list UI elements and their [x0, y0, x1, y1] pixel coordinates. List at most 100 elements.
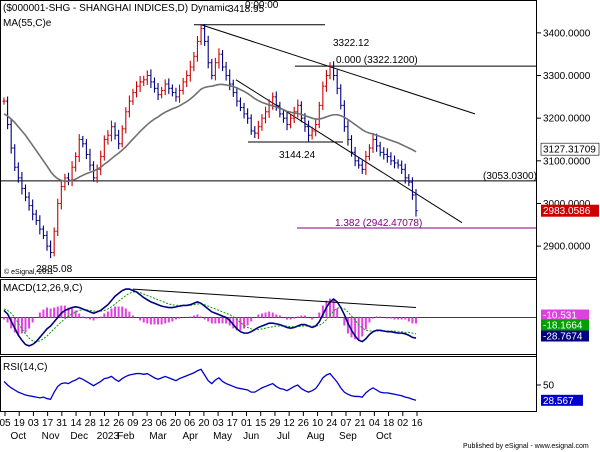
macd-line	[3, 288, 417, 347]
footer-credit: Published by eSignal - www.esignal.com	[463, 443, 589, 450]
price-bar	[131, 88, 135, 105]
price-bar	[321, 81, 325, 110]
price-bar	[99, 150, 103, 176]
macd-histogram-tag: -10.531	[541, 309, 589, 322]
price-bar	[13, 144, 17, 172]
svg-text:3127.31709: 3127.31709	[543, 145, 596, 156]
x-day-label: 28	[85, 418, 97, 429]
x-month-label: Jul	[277, 431, 290, 442]
annotation-3053: (3053.0300)	[483, 171, 537, 182]
price-bar	[156, 82, 160, 101]
price-bar	[109, 120, 114, 142]
x-day-label: 20	[170, 418, 182, 429]
y-tick-label: 3200.0000	[543, 114, 591, 125]
x-day-label: 23	[142, 418, 154, 429]
price-bar	[353, 146, 357, 167]
x-day-label: 14	[70, 418, 82, 429]
price-bar	[41, 225, 46, 240]
price-bar	[48, 240, 53, 259]
price-bar	[102, 135, 106, 161]
price-tags: 3127.31709 2983.0586	[540, 142, 600, 217]
price-y-axis: 3400.0000 3300.0000 3200.0000 3100.0000 3000…	[536, 28, 591, 253]
x-day-label: 20	[198, 418, 210, 429]
rsi-tick-label: 50	[543, 381, 555, 392]
svg-text:-10.531: -10.531	[543, 311, 577, 322]
price-bar	[16, 162, 20, 183]
price-bar	[77, 134, 81, 162]
x-day-label: 19	[14, 418, 26, 429]
price-bar	[335, 69, 339, 95]
x-day-label: 05	[0, 418, 11, 429]
price-bar	[403, 163, 407, 184]
price-bar	[31, 199, 35, 221]
price-bar	[142, 75, 146, 87]
price-bar	[289, 114, 293, 129]
price-bar	[382, 147, 386, 160]
price-bar	[400, 160, 404, 174]
price-annotations: 3322.12 0.000 (3322.1200) 3144.24 (3053.030…	[36, 38, 537, 275]
x-day-label: 16	[411, 418, 423, 429]
price-bar	[256, 120, 260, 139]
price-bar	[66, 172, 71, 186]
annotation-3322: 3322.12	[333, 38, 370, 49]
rsi-series: 50 28.567	[3, 368, 583, 407]
price-bar	[285, 112, 289, 131]
x-day-label: 18	[383, 418, 395, 429]
price-bar	[310, 126, 314, 140]
y-tick-label: 3100.0000	[543, 156, 591, 167]
price-bar	[163, 79, 167, 96]
price-bar	[113, 122, 117, 140]
price-bar	[281, 109, 286, 123]
price-bar	[167, 78, 171, 94]
price-bar	[246, 108, 250, 124]
price-bar	[317, 101, 321, 129]
x-month-label: Apr	[183, 431, 199, 442]
macd-label: MACD(12,26,9,C)	[3, 283, 82, 294]
price-bar	[2, 97, 6, 105]
x-day-label: 21	[355, 418, 367, 429]
x-axis: 05 19 03 17 31 14 28 12 26 09 23 06 20 06 20 03 17 01 15 29…	[0, 412, 423, 442]
price-bar	[127, 95, 131, 118]
rsi-value-tag: 28.567	[541, 394, 583, 407]
price-bar	[378, 141, 382, 157]
x-day-label: 26	[113, 418, 125, 429]
annotation-fib-zero: 0.000 (3322.1200)	[336, 55, 418, 66]
x-day-label: 06	[156, 418, 168, 429]
svg-text:2983.0586: 2983.0586	[543, 206, 591, 217]
price-bar	[174, 87, 178, 102]
price-bar	[253, 126, 257, 138]
price-bar	[349, 135, 354, 157]
x-day-label: 07	[340, 418, 352, 429]
price-bar	[181, 77, 185, 95]
macd-signal-tag: -18.1664	[541, 319, 589, 332]
price-bar	[188, 60, 192, 82]
x-month-label: Oct	[11, 431, 27, 442]
x-day-label: 24	[326, 418, 338, 429]
price-bars	[2, 23, 418, 259]
x-month-label: Oct	[376, 431, 392, 442]
price-bar	[389, 152, 393, 166]
price-bar	[242, 102, 246, 119]
annotation-2885: 2885.08	[36, 264, 73, 275]
x-month-label: Sep	[339, 431, 357, 442]
price-bar	[199, 25, 203, 45]
chart-title: ($000001-SHG - SHANGHAI INDICES,D) Dynam…	[3, 3, 230, 14]
price-bar	[296, 99, 300, 118]
watermark: © eSignal, 2011	[4, 268, 54, 276]
price-bar	[306, 120, 311, 142]
x-month-label: Nov	[42, 431, 60, 442]
x-day-label: 02	[397, 418, 409, 429]
price-bar	[52, 227, 56, 257]
price-bar	[385, 148, 389, 163]
rsi-label: RSI(14,C)	[3, 362, 47, 373]
price-bar	[324, 69, 329, 92]
price-bar	[220, 50, 225, 72]
price-bar	[238, 97, 243, 112]
x-day-label: 03	[213, 418, 225, 429]
ma-value-tag-border	[540, 142, 600, 156]
x-month-label: Dec	[70, 431, 88, 442]
price-bar	[332, 61, 336, 81]
price-bar	[210, 58, 214, 80]
channel-lower-line	[235, 79, 463, 224]
